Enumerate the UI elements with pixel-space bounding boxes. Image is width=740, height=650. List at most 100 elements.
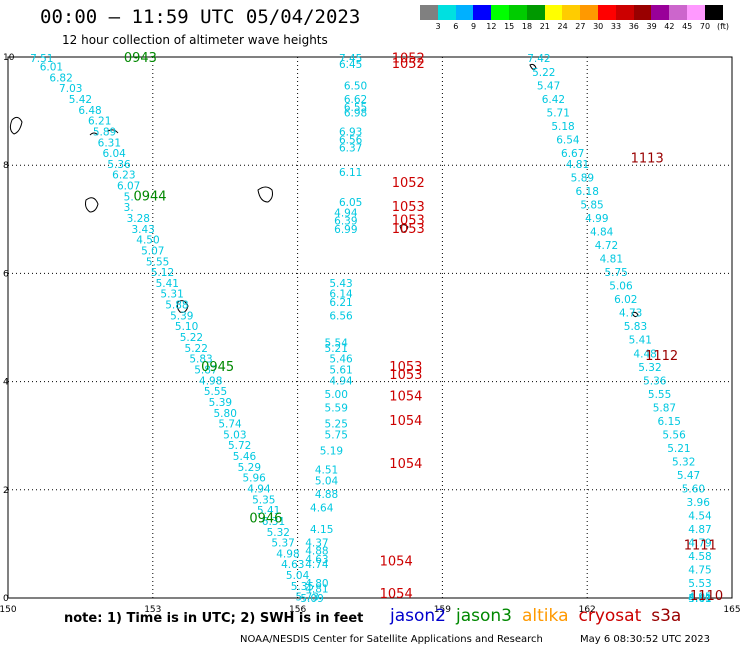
wave-height-value: 4.87 [688, 524, 711, 536]
wave-height-value: 6.37 [339, 143, 362, 155]
wave-height-value: 5.22 [532, 67, 555, 79]
island-outline [85, 197, 99, 213]
wave-height-value: 5.75 [325, 429, 348, 441]
wave-height-value: 4.99 [585, 213, 608, 225]
wave-height-value: 5.88 [165, 300, 188, 312]
wave-height-value: 5.87 [194, 364, 217, 376]
footer-timestamp: May 6 08:30:52 UTC 2023 [580, 634, 710, 645]
wave-height-value: 6.39 [334, 216, 357, 228]
wave-height-value: 5.09 [300, 593, 323, 605]
wave-height-value: 5.18 [551, 121, 574, 133]
pass-time-label: 1053 [389, 360, 422, 375]
wave-height-value: 4.95 [688, 592, 711, 604]
wave-height-value: 5.89 [571, 172, 594, 184]
wave-height-value: 4.69 [688, 593, 711, 605]
x-tick-label: 165 [723, 605, 740, 615]
wave-height-value: 6.31 [262, 516, 285, 528]
legend-swatch [437, 5, 456, 20]
wave-height-value: 5.25 [325, 419, 348, 431]
legend-swatch [455, 5, 474, 20]
wave-height-value: 6.98 [344, 108, 367, 120]
satellite-legend-item: jason2 [390, 606, 446, 626]
legend-swatch [651, 5, 670, 20]
wave-height-value: 3.43 [131, 224, 154, 236]
wave-height-value: 6.07 [117, 181, 140, 193]
wave-height-value: 6.99 [334, 224, 357, 236]
wave-height-value: 5.43 [329, 278, 352, 290]
satellite-legend-item: s3a [651, 606, 682, 626]
pass-time-label: 1111 [684, 538, 717, 553]
wave-height-value: 4.50 [136, 235, 159, 247]
wave-height-value: 5.37 [271, 538, 294, 550]
wave-height-value: 4.94 [329, 375, 353, 387]
island-outline [9, 116, 23, 135]
wave-height-value: 4.88 [315, 489, 338, 501]
wave-height-value: 7.03 [59, 83, 82, 95]
wave-height-value: 4.48 [633, 348, 656, 360]
x-tick-label: 153 [144, 605, 161, 615]
y-tick-label: 8 [3, 161, 9, 171]
wave-height-value: 6.62 [344, 94, 367, 106]
wave-height-value: 5.04 [286, 570, 310, 582]
wave-height-value: 4.88 [305, 546, 328, 558]
island-outline [89, 129, 119, 136]
satellite-legend-item: jason3 [456, 606, 512, 626]
satellite-legend-item: altika [522, 606, 569, 626]
wave-height-value: 6.21 [88, 116, 111, 128]
wave-height-value: 5.59 [325, 402, 348, 414]
wave-height-value: 6.45 [339, 59, 362, 71]
wave-height-value: 5.42 [69, 94, 92, 106]
wave-height-value: 4.98 [276, 548, 299, 560]
wave-height-value: 3.96 [687, 497, 711, 509]
wave-height-value: 5.46 [233, 451, 257, 463]
wave-height-value: 6.50 [344, 80, 367, 92]
legend-swatch [704, 5, 723, 20]
wave-height-value: 5.32 [672, 456, 695, 468]
wave-height-value: 5.36 [643, 375, 667, 387]
legend-swatch [597, 5, 616, 20]
wave-height-value: 6.54 [556, 135, 580, 147]
wave-height-value: 4.98 [199, 375, 222, 387]
wave-height-value: 5.47 [537, 80, 560, 92]
wave-height-value: 6.15 [658, 416, 681, 428]
wave-height-value: 5.22 [185, 343, 208, 355]
wave-height-value: 7.42 [527, 53, 550, 65]
pass-time-label: 1054 [380, 587, 413, 602]
wave-height-value: 6.21 [329, 297, 352, 309]
wave-height-value: 3. [124, 202, 134, 214]
island-outline [257, 186, 273, 203]
wave-height-value: 5.12 [151, 267, 174, 279]
wave-height-value: 6.14 [329, 289, 353, 301]
wave-height-value: 5.47 [677, 470, 700, 482]
wave-height-value: 5.72 [228, 440, 251, 452]
wave-height-value: 6.18 [576, 186, 599, 198]
wave-height-value: 4.15 [310, 524, 333, 536]
legend-label: 33 [610, 22, 622, 31]
page-subtitle: 12 hour collection of altimeter wave hei… [62, 33, 328, 47]
x-tick-label: 159 [434, 605, 451, 615]
wave-height-value: 5.46 [329, 354, 353, 366]
wave-height-value: 4.63 [305, 554, 328, 566]
wave-height-value: 5.32 [267, 527, 290, 539]
x-tick-label: 162 [579, 605, 596, 615]
wave-height-value: 4.64 [310, 502, 334, 514]
x-tick-label: 156 [289, 605, 306, 615]
pass-time-label: 0946 [249, 511, 282, 526]
pass-time-label: 1112 [645, 349, 678, 364]
wave-height-value: 5.55 [204, 386, 227, 398]
wave-height-value: 3.28 [127, 213, 150, 225]
map-frame [7, 56, 733, 599]
y-tick-label: 2 [3, 486, 9, 496]
pass-time-label: 1054 [389, 414, 422, 429]
pass-time-labels: 0943094409450946105210521052105310531053… [124, 51, 723, 604]
wave-height-value: 5.85 [580, 199, 603, 211]
wave-height-value: 7.51 [30, 53, 53, 65]
wave-height-value: 6.05 [339, 197, 362, 209]
pass-time-label: 1053 [389, 368, 422, 383]
legend-swatch [491, 5, 509, 20]
wave-height-value: 6.56 [339, 135, 363, 147]
pass-time-label: 1053 [392, 200, 425, 215]
wave-height-value: 6.01 [40, 62, 63, 74]
wave-height-value: 5.07 [141, 245, 164, 257]
